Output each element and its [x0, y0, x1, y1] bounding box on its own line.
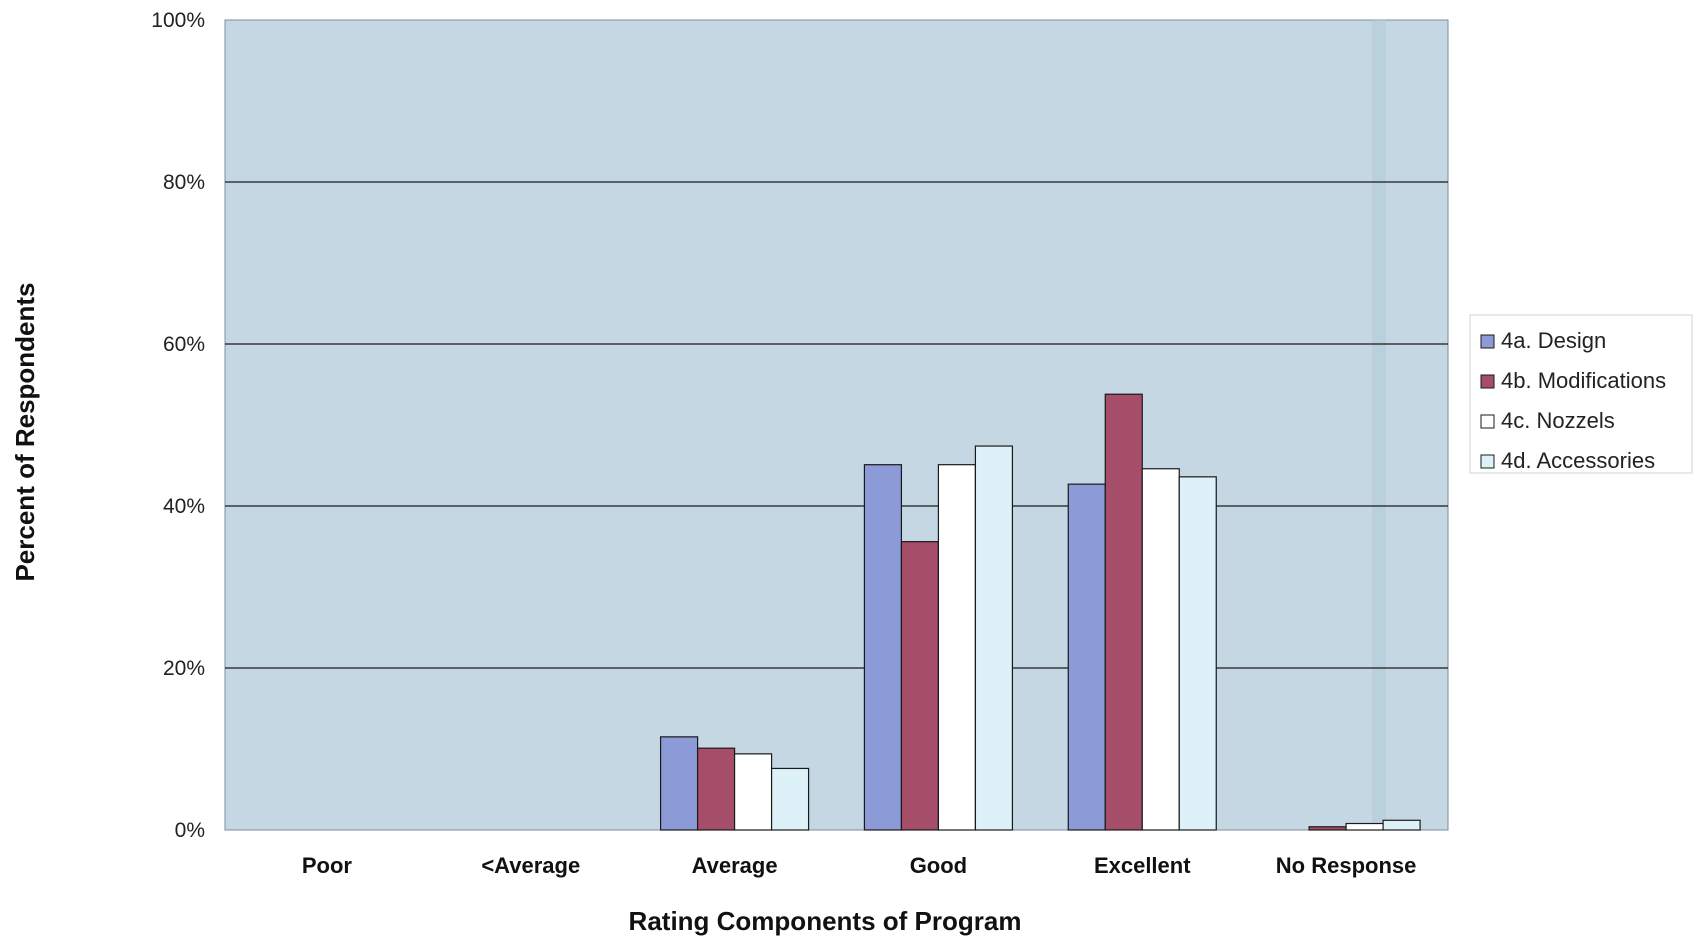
legend-swatch — [1480, 374, 1495, 389]
legend-swatch — [1480, 334, 1495, 349]
legend-swatch — [1480, 454, 1495, 469]
bar — [733, 753, 773, 831]
plot-area-stripe — [1372, 20, 1386, 830]
plot-area — [224, 19, 1449, 831]
legend-box — [1469, 314, 1693, 474]
bar — [770, 767, 810, 831]
bar — [1067, 483, 1106, 831]
bar — [1382, 819, 1421, 831]
y-tick-labels: 0% 20% 40% 60% 80% 100% — [151, 9, 205, 842]
y-tick-label: 100% — [151, 9, 205, 32]
legend-label: 4b. Modifications — [1501, 368, 1666, 393]
y-tick-label: 60% — [163, 333, 205, 356]
y-tick-label: 40% — [163, 495, 205, 518]
bar — [900, 541, 940, 831]
bar — [696, 747, 736, 831]
bar — [1308, 826, 1347, 831]
bar — [1104, 393, 1143, 831]
x-tick-label: Poor — [302, 853, 353, 878]
legend-label: 4d. Accessories — [1501, 448, 1655, 473]
bar — [1178, 476, 1217, 831]
bar — [1141, 468, 1180, 831]
bar — [863, 464, 903, 831]
x-tick-label: Good — [910, 853, 967, 878]
y-tick-label: 0% — [175, 819, 205, 842]
x-tick-label: Excellent — [1094, 853, 1191, 878]
y-axis-title: Percent of Respondents — [10, 282, 40, 581]
grid-lines — [225, 181, 1448, 669]
legend-swatch — [1480, 414, 1495, 429]
bar — [974, 445, 1014, 831]
bars — [659, 393, 1421, 831]
bar — [1345, 822, 1384, 831]
y-tick-label: 80% — [163, 171, 205, 194]
bar — [659, 736, 699, 831]
y-tick-label: 20% — [163, 657, 205, 680]
x-tick-label: Average — [692, 853, 778, 878]
x-tick-label: No Response — [1276, 853, 1417, 878]
x-tick-labels: Poor <Average Average Good Excellent No Respo… — [302, 853, 1417, 878]
x-tick-label: <Average — [481, 853, 580, 878]
legend-label: 4a. Design — [1501, 328, 1606, 353]
legend-items: 4a. Design 4b. Modifications 4c. Nozzels 4d… — [1480, 328, 1666, 473]
legend: 4a. Design 4b. Modifications 4c. Nozzels 4d… — [1469, 314, 1693, 474]
legend-label: 4c. Nozzels — [1501, 408, 1615, 433]
bar — [937, 464, 977, 831]
x-axis-title: Rating Components of Program — [629, 906, 1022, 936]
